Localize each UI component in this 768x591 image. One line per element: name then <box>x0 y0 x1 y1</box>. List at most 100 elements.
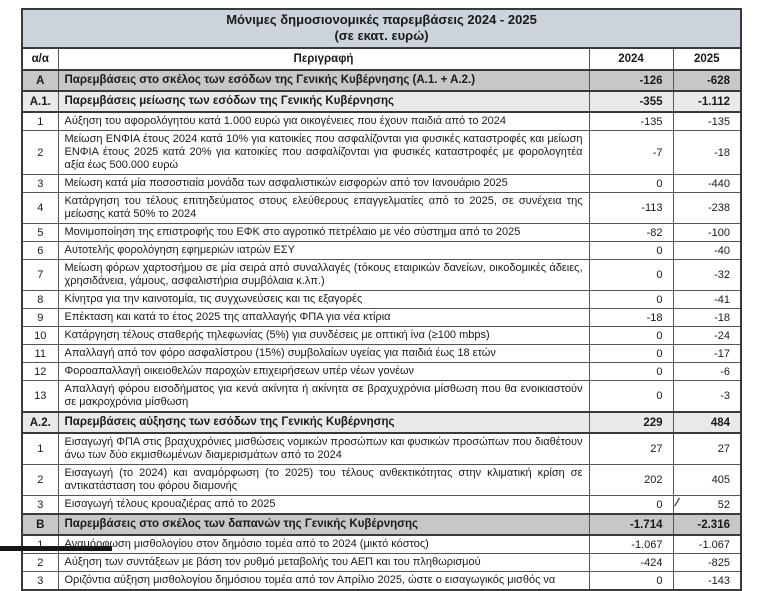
row-desc-cell: Εισαγωγή τέλους κρουαζιέρας από το 2025 <box>57 495 590 515</box>
value-2024-cell: -82 <box>588 223 674 242</box>
scan-edge-artifact <box>0 546 112 551</box>
value-2025-cell: / 52 <box>672 495 742 515</box>
row-desc-cell: Παρεμβάσεις αύξησης των εσόδων της Γενικ… <box>57 411 590 434</box>
row-desc-cell: Μείωση ΕΝΦΙΑ έτους 2024 κατά 10% για κατ… <box>57 130 590 175</box>
column-header-num: α/α <box>21 47 59 71</box>
value-2025-cell: -6 <box>672 362 742 381</box>
value-2024-cell: 0 <box>588 259 674 291</box>
row-id-cell: 5 <box>21 223 59 242</box>
value-2024-cell: -18 <box>588 308 674 327</box>
row-id-cell: 3 <box>21 571 59 591</box>
subsection-row-A1: Α.1. Παρεμβάσεις μείωσης των εσόδων της … <box>21 90 742 113</box>
subsection-row-A2: Α.2. Παρεμβάσεις αύξησης των εσόδων της … <box>21 411 742 434</box>
value-2025-cell: -628 <box>672 69 742 92</box>
value-2025-cell: 27 <box>672 432 742 465</box>
value-2024-cell: -135 <box>588 111 674 131</box>
row-desc-cell: Οριζόντια αύξηση μισθολογίου δημόσιου το… <box>57 571 590 591</box>
column-header-2024: 2024 <box>588 47 674 71</box>
row-desc-cell: Μονιμοποίηση της επιστροφής του ΕΦΚ στο … <box>57 223 590 242</box>
row-id-cell: 11 <box>21 344 59 363</box>
value-2024-cell: 0 <box>588 326 674 345</box>
row-desc-cell: Επέκταση και κατά το έτος 2025 της απαλλ… <box>57 308 590 327</box>
row-desc-cell: Μείωση κατά μία ποσοστιαία μονάδα των ασ… <box>57 174 590 193</box>
value-2025-cell: 405 <box>672 464 742 496</box>
value-2024-cell: -126 <box>588 69 674 92</box>
row-id-cell: 13 <box>21 380 59 413</box>
column-header-desc: Περιγραφή <box>57 47 590 71</box>
value-2025-cell: -32 <box>672 259 742 291</box>
row-desc-cell: Απαλλαγή φόρου εισοδήματος για κενά ακίν… <box>57 380 590 413</box>
value-2025-cell: -3 <box>672 380 742 413</box>
row-desc-cell: Εισαγωγή ΦΠΑ στις βραχυχρόνιες μισθώσεις… <box>57 432 590 465</box>
value-2025-cell: -1.112 <box>672 90 742 113</box>
table-row: 9 Επέκταση και κατά το έτος 2025 της απα… <box>21 308 742 327</box>
row-id-cell: Α.2. <box>21 411 59 434</box>
value-2025-cell: -24 <box>672 326 742 345</box>
value-2025-cell: -440 <box>672 174 742 193</box>
table-row: 6 Αυτοτελής φορολόγηση εφημεριών ιατρών … <box>21 241 742 260</box>
table-row: 2 Μείωση ΕΝΦΙΑ έτους 2024 κατά 10% για κ… <box>21 130 742 175</box>
value-2024-cell: 0 <box>588 344 674 363</box>
row-id-cell: 3 <box>21 174 59 193</box>
row-id-cell: Β <box>21 513 59 536</box>
table-title-row: Μόνιμες δημοσιονομικές παρεμβάσεις 2024 … <box>21 8 742 49</box>
row-desc-cell: Παρεμβάσεις μείωσης των εσόδων της Γενικ… <box>57 90 590 113</box>
column-header-row: α/α Περιγραφή 2024 2025 <box>21 47 742 71</box>
value-2024-cell: 0 <box>588 290 674 309</box>
row-id-cell: 9 <box>21 308 59 327</box>
section-row-B: Β Παρεμβάσεις στο σκέλος των δαπανών της… <box>21 513 742 536</box>
value-2024-cell: 0 <box>588 362 674 381</box>
row-id-cell: Α <box>21 69 59 92</box>
value-2024-cell: 0 <box>588 495 674 515</box>
value-2024-cell: 202 <box>588 464 674 496</box>
value-2025-cell: -18 <box>672 130 742 175</box>
table-row: 5 Μονιμοποίηση της επιστροφής του ΕΦΚ στ… <box>21 223 742 242</box>
row-desc-cell: Φοροαπαλλαγή οικειοθελών παροχών επιχειρ… <box>57 362 590 381</box>
value-2025-cell: -238 <box>672 192 742 224</box>
row-desc-cell: Αυτοτελής φορολόγηση εφημεριών ιατρών ΕΣ… <box>57 241 590 260</box>
row-desc-cell: Αύξηση του αφορολόγητου κατά 1.000 ευρώ … <box>57 111 590 131</box>
value-2024-cell: 229 <box>588 411 674 434</box>
row-desc-cell: Κατάργηση τέλους σταθερής τηλεφωνίας (5%… <box>57 326 590 345</box>
value-2024-cell: -1.714 <box>588 513 674 536</box>
table-title: Μόνιμες δημοσιονομικές παρεμβάσεις 2024 … <box>21 8 742 49</box>
row-id-cell: 1 <box>21 111 59 131</box>
table-row: 4 Κατάργηση του τέλους επιτηδεύματος στο… <box>21 192 742 224</box>
value-2024-cell: -7 <box>588 130 674 175</box>
value-2024-cell: 0 <box>588 174 674 193</box>
value-2025-cell: 484 <box>672 411 742 434</box>
row-desc-cell: Κατάργηση του τέλους επιτηδεύματος στους… <box>57 192 590 224</box>
table-row: 12 Φοροαπαλλαγή οικειοθελών παροχών επιχ… <box>21 362 742 381</box>
row-id-cell: 8 <box>21 290 59 309</box>
row-desc-cell: Παρεμβάσεις στο σκέλος των εσόδων της Γε… <box>57 69 590 92</box>
row-desc-cell: Μείωση φόρων χαρτοσήμου σε μία σειρά από… <box>57 259 590 291</box>
value-2025-cell: -135 <box>672 111 742 131</box>
value-2024-cell: 27 <box>588 432 674 465</box>
data-table: Μόνιμες δημοσιονομικές παρεμβάσεις 2024 … <box>21 8 742 591</box>
table-row: 3 Μείωση κατά μία ποσοστιαία μονάδα των … <box>21 174 742 193</box>
table-row: 8 Κίνητρα για την καινοτομία, τις συγχων… <box>21 290 742 309</box>
table-row: 10 Κατάργηση τέλους σταθερής τηλεφωνίας … <box>21 326 742 345</box>
value-2024-cell: -424 <box>588 553 674 572</box>
value-2025-cell: -143 <box>672 571 742 591</box>
row-desc-cell: Παρεμβάσεις στο σκέλος των δαπανών της Γ… <box>57 513 590 536</box>
table-title-line2: (σε εκατ. ευρώ) <box>334 28 429 43</box>
row-id-cell: 12 <box>21 362 59 381</box>
pen-mark-artifact: / <box>673 497 679 509</box>
row-id-cell: 2 <box>21 464 59 496</box>
value-2024-cell: 0 <box>588 571 674 591</box>
table-row: 3 Οριζόντια αύξηση μισθολογίου δημόσιου … <box>21 571 742 591</box>
section-row-A: Α Παρεμβάσεις στο σκέλος των εσόδων της … <box>21 69 742 92</box>
row-id-cell: 6 <box>21 241 59 260</box>
table-row: 1 Αύξηση του αφορολόγητου κατά 1.000 ευρ… <box>21 111 742 131</box>
row-id-cell: 10 <box>21 326 59 345</box>
row-desc-cell: Εισαγωγή (το 2024) και αναμόρφωση (το 20… <box>57 464 590 496</box>
value-2025-cell: -825 <box>672 553 742 572</box>
column-header-2025: 2025 <box>672 47 742 71</box>
value-2025-cell: -100 <box>672 223 742 242</box>
value-2024-cell: -113 <box>588 192 674 224</box>
table-row: 2 Αύξηση των συντάξεων με βάση τον ρυθμό… <box>21 553 742 572</box>
value-2025-cell: -17 <box>672 344 742 363</box>
row-desc-cell: Απαλλαγή από τον φόρο ασφαλίστρου (15%) … <box>57 344 590 363</box>
value-2024-cell: 0 <box>588 380 674 413</box>
